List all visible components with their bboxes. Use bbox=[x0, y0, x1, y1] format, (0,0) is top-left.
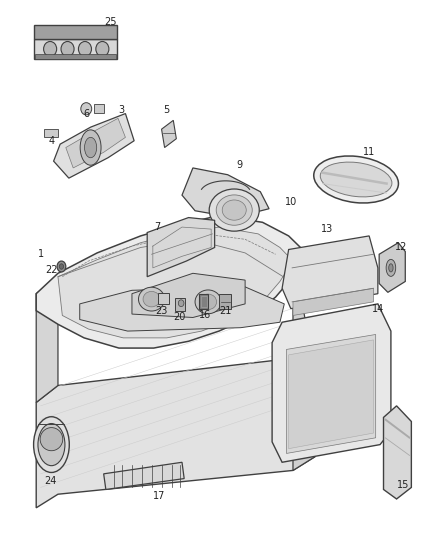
Text: 4: 4 bbox=[48, 136, 54, 146]
Ellipse shape bbox=[389, 264, 393, 272]
Polygon shape bbox=[182, 168, 269, 217]
Ellipse shape bbox=[40, 427, 63, 451]
Text: 23: 23 bbox=[155, 306, 168, 316]
Text: 16: 16 bbox=[199, 310, 211, 320]
Ellipse shape bbox=[178, 300, 184, 306]
Ellipse shape bbox=[78, 42, 92, 56]
Bar bbox=[199, 294, 208, 309]
Bar bbox=[219, 294, 231, 309]
Ellipse shape bbox=[320, 162, 392, 197]
Ellipse shape bbox=[34, 417, 69, 472]
Ellipse shape bbox=[195, 290, 221, 314]
Polygon shape bbox=[379, 243, 405, 292]
Polygon shape bbox=[34, 39, 117, 59]
Text: 24: 24 bbox=[44, 475, 57, 486]
Text: 3: 3 bbox=[118, 105, 124, 115]
Ellipse shape bbox=[80, 130, 101, 165]
Polygon shape bbox=[34, 25, 117, 39]
Bar bbox=[94, 104, 104, 113]
Polygon shape bbox=[384, 406, 411, 499]
Text: 17: 17 bbox=[153, 491, 165, 501]
Polygon shape bbox=[147, 217, 215, 277]
Text: 7: 7 bbox=[154, 222, 160, 232]
Ellipse shape bbox=[143, 292, 160, 307]
Text: 9: 9 bbox=[237, 159, 243, 169]
Ellipse shape bbox=[38, 424, 65, 466]
Bar bbox=[176, 298, 185, 311]
Ellipse shape bbox=[222, 200, 246, 220]
Ellipse shape bbox=[138, 287, 165, 311]
Ellipse shape bbox=[57, 261, 66, 272]
Bar bbox=[35, 54, 116, 59]
Polygon shape bbox=[36, 358, 315, 508]
Ellipse shape bbox=[44, 42, 57, 56]
Ellipse shape bbox=[386, 260, 396, 276]
Ellipse shape bbox=[200, 294, 217, 310]
Bar bbox=[158, 293, 169, 304]
Polygon shape bbox=[53, 114, 134, 178]
Polygon shape bbox=[282, 236, 378, 309]
Polygon shape bbox=[293, 288, 374, 316]
Bar bbox=[201, 296, 207, 306]
Polygon shape bbox=[132, 273, 245, 318]
Text: 14: 14 bbox=[372, 304, 384, 313]
Text: 12: 12 bbox=[395, 243, 407, 253]
Ellipse shape bbox=[81, 103, 92, 115]
Polygon shape bbox=[293, 253, 315, 471]
Polygon shape bbox=[80, 287, 284, 331]
Polygon shape bbox=[272, 304, 391, 462]
Polygon shape bbox=[58, 227, 293, 338]
Polygon shape bbox=[36, 277, 58, 402]
Polygon shape bbox=[66, 118, 125, 168]
Polygon shape bbox=[162, 120, 177, 148]
Text: 15: 15 bbox=[396, 480, 409, 490]
Text: 6: 6 bbox=[83, 109, 89, 118]
Polygon shape bbox=[289, 340, 374, 449]
Text: 10: 10 bbox=[285, 197, 297, 207]
Ellipse shape bbox=[216, 195, 252, 225]
Text: 1: 1 bbox=[39, 249, 45, 259]
Ellipse shape bbox=[314, 156, 399, 203]
Bar bbox=[44, 129, 58, 138]
Text: 13: 13 bbox=[321, 224, 333, 234]
Polygon shape bbox=[36, 215, 306, 348]
Text: 5: 5 bbox=[163, 105, 169, 115]
Polygon shape bbox=[104, 462, 184, 489]
Ellipse shape bbox=[61, 42, 74, 56]
Ellipse shape bbox=[209, 189, 259, 231]
Polygon shape bbox=[286, 335, 376, 454]
Ellipse shape bbox=[96, 42, 109, 56]
Text: 21: 21 bbox=[219, 306, 232, 316]
Ellipse shape bbox=[59, 264, 64, 269]
Text: 20: 20 bbox=[173, 312, 185, 322]
Text: 11: 11 bbox=[363, 147, 375, 157]
Ellipse shape bbox=[85, 138, 97, 158]
Text: 25: 25 bbox=[104, 17, 117, 27]
Text: 22: 22 bbox=[45, 265, 58, 275]
